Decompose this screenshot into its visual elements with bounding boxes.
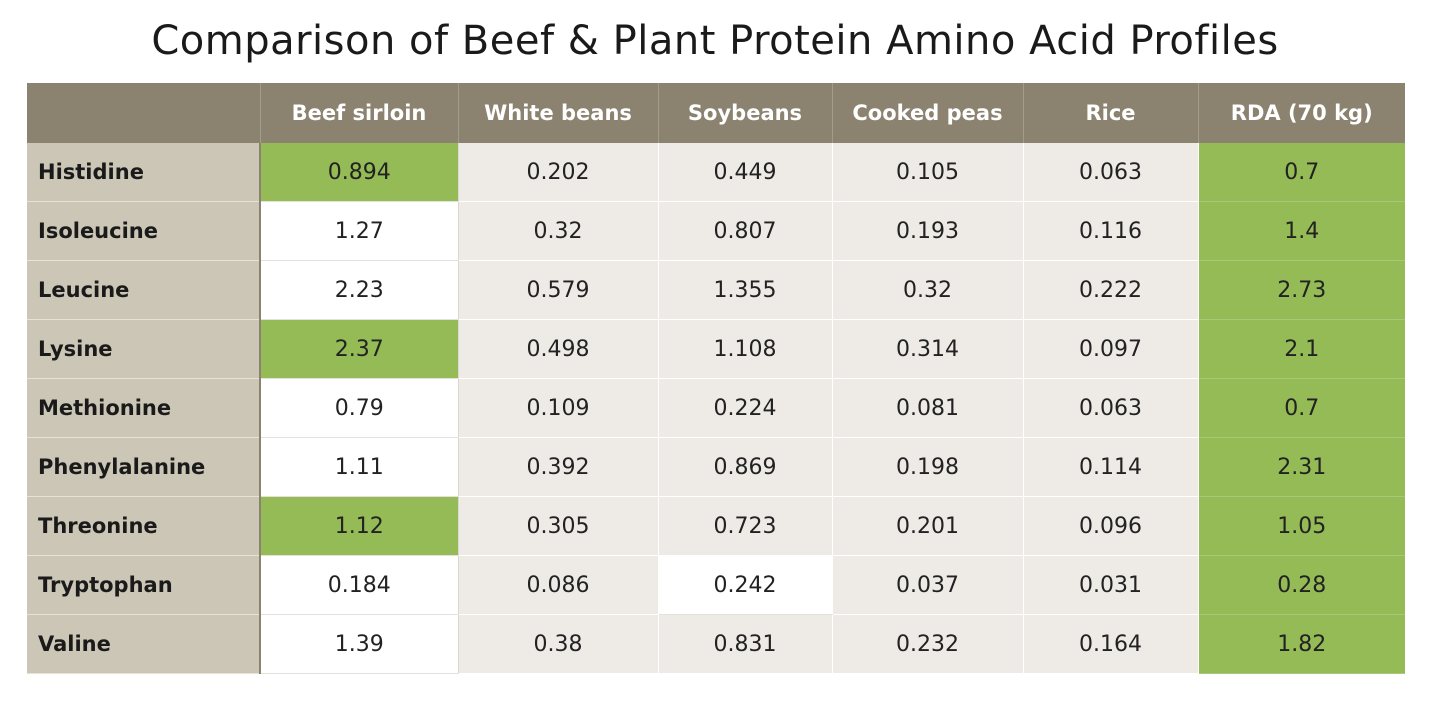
column-header: Beef sirloin (260, 83, 459, 143)
table-cell: 0.224 (658, 378, 833, 438)
row-header: Valine (27, 614, 261, 674)
table-cell: 0.096 (1023, 496, 1199, 556)
table-cell: 0.894 (260, 143, 459, 202)
table-row: Leucine 2.23 0.579 1.355 0.32 0.222 2.73 (27, 260, 1405, 320)
table-cell: 0.202 (458, 143, 659, 202)
row-header: Isoleucine (27, 201, 261, 261)
row-header: Methionine (27, 378, 261, 438)
table-cell: 0.831 (658, 614, 833, 674)
table-cell: 0.449 (658, 143, 833, 202)
table-cell: 0.063 (1023, 378, 1199, 438)
table-cell: 0.232 (832, 614, 1024, 674)
table-cell: 0.116 (1023, 201, 1199, 261)
table-row: Phenylalanine 1.11 0.392 0.869 0.198 0.114 2.3… (27, 437, 1405, 497)
table-cell: 1.11 (260, 437, 459, 497)
table-row: Lysine 2.37 0.498 1.108 0.314 0.097 2.1 (27, 319, 1405, 379)
table-cell: 2.31 (1198, 437, 1405, 497)
table-cell: 0.105 (832, 143, 1024, 202)
table-title: Comparison of Beef & Plant Protein Amino… (151, 18, 1279, 64)
table-cell: 0.79 (260, 378, 459, 438)
table-cell: 1.05 (1198, 496, 1405, 556)
table-cell: 0.086 (458, 555, 659, 615)
table-cell: 0.201 (832, 496, 1024, 556)
column-header: Cooked peas (832, 83, 1024, 143)
row-header: Histidine (27, 143, 261, 202)
table-cell: 0.314 (832, 319, 1024, 379)
table-cell: 0.109 (458, 378, 659, 438)
table-cell: 2.37 (260, 319, 459, 379)
table-cell: 1.4 (1198, 201, 1405, 261)
table-cell: 0.579 (458, 260, 659, 320)
table-cell: 2.73 (1198, 260, 1405, 320)
row-header: Lysine (27, 319, 261, 379)
table-cell: 0.7 (1198, 378, 1405, 438)
table-cell: 0.723 (658, 496, 833, 556)
table-cell: 0.7 (1198, 143, 1405, 202)
column-header: White beans (458, 83, 659, 143)
table-cell: 1.82 (1198, 614, 1405, 674)
row-header: Leucine (27, 260, 261, 320)
table-cell: 0.198 (832, 437, 1024, 497)
table-cell: 1.355 (658, 260, 833, 320)
table-cell: 0.081 (832, 378, 1024, 438)
table-cell: 0.869 (658, 437, 833, 497)
table-cell: 0.037 (832, 555, 1024, 615)
row-header: Threonine (27, 496, 261, 556)
table-cell: 0.031 (1023, 555, 1199, 615)
table-cell: 2.1 (1198, 319, 1405, 379)
row-header: Tryptophan (27, 555, 261, 615)
table-cell: 1.27 (260, 201, 459, 261)
table-cell: 2.23 (260, 260, 459, 320)
table-cell: 1.108 (658, 319, 833, 379)
row-header: Phenylalanine (27, 437, 261, 497)
table-cell: 0.193 (832, 201, 1024, 261)
table-cell: 1.12 (260, 496, 459, 556)
table-row: Methionine 0.79 0.109 0.224 0.081 0.063 0.7 (27, 378, 1405, 438)
table-cell: 0.392 (458, 437, 659, 497)
column-header: RDA (70 kg) (1198, 83, 1405, 143)
table-cell: 0.807 (658, 201, 833, 261)
table-row: Valine 1.39 0.38 0.831 0.232 0.164 1.82 (27, 614, 1405, 674)
table-cell: 0.097 (1023, 319, 1199, 379)
table-cell: 0.164 (1023, 614, 1199, 674)
table-cell: 0.32 (458, 201, 659, 261)
table-row: Isoleucine 1.27 0.32 0.807 0.193 0.116 1.4 (27, 201, 1405, 261)
table-cell: 0.063 (1023, 143, 1199, 202)
table-row: Histidine 0.894 0.202 0.449 0.105 0.063 0.7 (27, 143, 1405, 202)
table-cell: 0.184 (260, 555, 459, 615)
table-cell: 0.38 (458, 614, 659, 674)
header-row: Beef sirloin White beans Soybeans Cooked… (27, 83, 1405, 143)
table-cell: 0.32 (832, 260, 1024, 320)
amino-acid-table: Beef sirloin White beans Soybeans Cooked… (27, 83, 1405, 674)
table-body: Histidine 0.894 0.202 0.449 0.105 0.063 0.7 Iso… (27, 143, 1405, 674)
table-cell: 0.498 (458, 319, 659, 379)
table-cell: 0.305 (458, 496, 659, 556)
column-header: Rice (1023, 83, 1199, 143)
table-cell: 0.222 (1023, 260, 1199, 320)
table-cell: 0.28 (1198, 555, 1405, 615)
column-header: Soybeans (658, 83, 833, 143)
table-cell: 1.39 (260, 614, 459, 674)
table-row: Threonine 1.12 0.305 0.723 0.201 0.096 1.05 (27, 496, 1405, 556)
table-cell: 0.242 (658, 555, 833, 615)
table-row: Tryptophan 0.184 0.086 0.242 0.037 0.031 0.28 (27, 555, 1405, 615)
table-cell: 0.114 (1023, 437, 1199, 497)
corner-cell (27, 83, 261, 143)
